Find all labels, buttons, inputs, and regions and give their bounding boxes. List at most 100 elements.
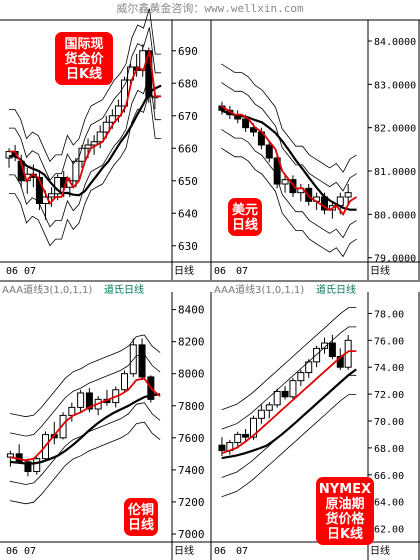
envelope-band-line bbox=[9, 421, 161, 505]
candle-body bbox=[297, 372, 305, 382]
y-tick-label: 62.00 bbox=[374, 525, 404, 536]
chart-panel-oil: 78.00 76.00 74.00 72.00 70.00 68.00 66.00 64.00… bbox=[212, 283, 420, 560]
candle-body bbox=[72, 160, 80, 182]
y-tick-label: 7200 bbox=[178, 496, 205, 509]
indicator-subname: 道氏日线 bbox=[316, 283, 356, 296]
envelope-band-line bbox=[8, 27, 162, 181]
fast-ma-line bbox=[221, 350, 357, 455]
y-tick-label: 7800 bbox=[178, 400, 205, 413]
envelope-band-line bbox=[9, 334, 161, 418]
chart-label-box bbox=[55, 32, 113, 85]
page-title: 威尔鑫黄金咨询：www.wellxin.com bbox=[116, 2, 304, 15]
chart-label-line: 日K线 bbox=[327, 526, 363, 542]
candle-body bbox=[33, 458, 41, 472]
candle-body bbox=[273, 390, 281, 406]
envelope-band-line bbox=[221, 307, 357, 411]
candle-body bbox=[281, 179, 289, 185]
candle-body bbox=[121, 373, 128, 391]
y-tick-label: 680 bbox=[178, 77, 198, 90]
y-tick-label: 690 bbox=[178, 45, 198, 58]
indicator-subname: 道氏日线 bbox=[104, 283, 144, 296]
candle-body bbox=[84, 144, 92, 149]
slow-ma-line bbox=[221, 109, 357, 211]
candle-body bbox=[59, 414, 67, 439]
candle-body bbox=[265, 144, 273, 159]
envelope-band-line bbox=[221, 326, 357, 430]
y-tick-label: 650 bbox=[178, 175, 198, 188]
y-tick-label: 630 bbox=[178, 240, 198, 253]
y-tick-label: 81.0000 bbox=[374, 167, 416, 178]
candle-body bbox=[281, 390, 289, 398]
candle-body bbox=[102, 121, 110, 133]
fast-ma-line bbox=[8, 50, 162, 206]
candle-body bbox=[250, 417, 257, 438]
candle-body bbox=[121, 79, 128, 107]
x-tick-label: 06 bbox=[6, 546, 18, 557]
envelope-band-line bbox=[221, 374, 357, 478]
candle-body bbox=[250, 127, 257, 133]
candle-body bbox=[24, 461, 32, 472]
envelope-band-line bbox=[221, 147, 357, 258]
y-tick-label: 70.00 bbox=[374, 417, 404, 428]
candle-body bbox=[321, 342, 328, 349]
indicator-name: AAA道线3(1,0,1,1) bbox=[214, 283, 304, 296]
envelope-band-line bbox=[221, 82, 357, 192]
chart-label-box bbox=[228, 198, 262, 236]
envelope-band-line bbox=[221, 129, 357, 239]
x-unit-label: 日线 bbox=[370, 264, 390, 277]
chart-label-box bbox=[124, 498, 158, 536]
chart-label-box bbox=[316, 477, 374, 545]
chart-label-line: 国际现 bbox=[64, 37, 103, 52]
candle-body bbox=[344, 192, 352, 198]
x-tick-label: 07 bbox=[236, 266, 248, 277]
chart-label-line: 伦铜 bbox=[128, 502, 154, 518]
chart-panel-copper: 8400 8200 8000 7800 7600 7400 7200 7000 06 07 日线 AA… bbox=[0, 283, 212, 560]
candle-body bbox=[289, 179, 297, 194]
y-tick-label: 78.00 bbox=[374, 309, 404, 320]
y-tick-label: 79.0000 bbox=[374, 254, 416, 265]
y-tick-label: 7600 bbox=[178, 432, 205, 445]
chart-label-line: 日线 bbox=[232, 217, 258, 233]
x-tick-label: 07 bbox=[236, 546, 248, 557]
y-tick-label: 66.00 bbox=[374, 471, 404, 482]
candle-body bbox=[85, 392, 93, 410]
chart-label-line: 货金价 bbox=[64, 51, 104, 67]
y-tick-label: 8200 bbox=[178, 336, 205, 349]
candle-body bbox=[96, 131, 104, 143]
candle-body bbox=[108, 115, 116, 123]
x-tick-label: 06 bbox=[6, 266, 18, 277]
x-unit-label: 日线 bbox=[174, 544, 194, 557]
candle-body bbox=[313, 347, 321, 363]
candle-body bbox=[328, 342, 336, 357]
chart-panel-usd: 84.0000 83.0000 82.0000 81.0000 80.0000 79.00… bbox=[212, 20, 420, 280]
candle-body bbox=[242, 433, 250, 438]
y-tick-label: 670 bbox=[178, 110, 198, 123]
y-tick-label: 7400 bbox=[178, 464, 205, 477]
y-tick-label: 640 bbox=[178, 207, 198, 220]
candle-body bbox=[127, 66, 135, 81]
x-tick-label: 06 bbox=[214, 546, 226, 557]
envelope-band-line bbox=[8, 74, 162, 228]
y-tick-label: 74.00 bbox=[374, 363, 404, 374]
candle-body bbox=[218, 444, 226, 452]
y-tick-label: 72.00 bbox=[374, 390, 404, 401]
candle-body bbox=[289, 380, 297, 398]
envelope-band-line bbox=[9, 353, 161, 437]
candle-body bbox=[138, 344, 146, 378]
candle-body bbox=[114, 105, 122, 117]
candle-body bbox=[265, 404, 273, 411]
envelope-band-line bbox=[221, 63, 357, 173]
x-tick-label: 07 bbox=[24, 266, 36, 277]
candle-body bbox=[242, 118, 250, 129]
candle-body bbox=[48, 193, 56, 198]
chart-label-line: 原油期 bbox=[325, 496, 364, 512]
slow-ma-line bbox=[221, 368, 357, 460]
chart-label-line: 日线 bbox=[128, 517, 154, 533]
chart-label-line: NYMEX bbox=[319, 482, 371, 497]
indicator-name: AAA道线3(1,0,1,1) bbox=[2, 283, 92, 296]
y-tick-label: 8400 bbox=[178, 304, 205, 317]
y-tick-label: 83.0000 bbox=[374, 80, 416, 91]
x-unit-label: 日线 bbox=[174, 264, 194, 277]
